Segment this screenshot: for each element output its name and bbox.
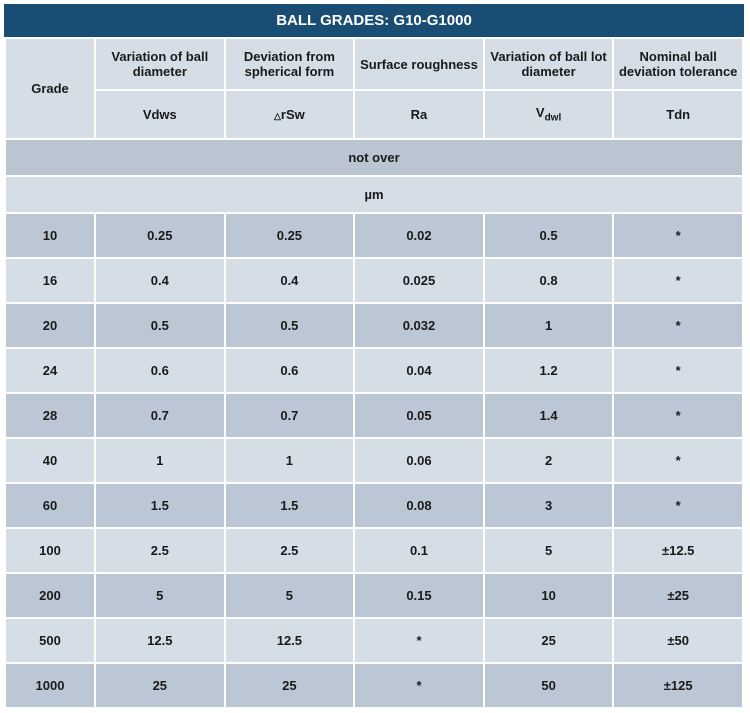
cell-value: ±125: [613, 663, 743, 708]
cell-value: 10: [484, 573, 614, 618]
cell-value: *: [613, 303, 743, 348]
cell-value: 0.5: [225, 303, 355, 348]
cell-value: 1.5: [95, 483, 225, 528]
cell-value: 0.8: [484, 258, 614, 303]
cell-value: 1: [95, 438, 225, 483]
cell-value: 2: [484, 438, 614, 483]
note-not-over: not over: [5, 139, 743, 176]
table-row: 280.70.70.051.4*: [5, 393, 743, 438]
cell-grade: 1000: [5, 663, 95, 708]
cell-value: *: [354, 618, 484, 663]
cell-value: 0.05: [354, 393, 484, 438]
cell-value: ±12.5: [613, 528, 743, 573]
data-table: Grade Variation of ball diameter Deviati…: [4, 37, 744, 709]
table-row: 200.50.50.0321*: [5, 303, 743, 348]
table-row: 10002525*50±125: [5, 663, 743, 708]
header-deviation-spherical: Deviation from spherical form: [225, 38, 355, 90]
table-header: Grade Variation of ball diameter Deviati…: [5, 38, 743, 213]
table-row: 1002.52.50.15±12.5: [5, 528, 743, 573]
cell-value: 0.025: [354, 258, 484, 303]
cell-value: ±50: [613, 618, 743, 663]
cell-grade: 20: [5, 303, 95, 348]
cell-value: 0.04: [354, 348, 484, 393]
cell-value: 0.08: [354, 483, 484, 528]
ball-grades-table: BALL GRADES: G10-G1000 Grade Variation o…: [4, 4, 744, 709]
cell-value: 5: [484, 528, 614, 573]
cell-value: 25: [225, 663, 355, 708]
cell-value: 0.5: [95, 303, 225, 348]
cell-value: 1: [484, 303, 614, 348]
cell-value: 25: [95, 663, 225, 708]
cell-value: *: [613, 438, 743, 483]
table-body: 100.250.250.020.5*160.40.40.0250.8*200.5…: [5, 213, 743, 708]
cell-value: *: [613, 213, 743, 258]
cell-value: *: [613, 258, 743, 303]
cell-grade: 100: [5, 528, 95, 573]
header-variation-diameter: Variation of ball diameter: [95, 38, 225, 90]
symbol-rsw: △rSw: [225, 90, 355, 139]
cell-value: 0.06: [354, 438, 484, 483]
table-row: 100.250.250.020.5*: [5, 213, 743, 258]
cell-grade: 500: [5, 618, 95, 663]
cell-value: 2.5: [95, 528, 225, 573]
unit-label: µm: [5, 176, 743, 213]
cell-value: 0.4: [95, 258, 225, 303]
table-row: 50012.512.5*25±50: [5, 618, 743, 663]
cell-grade: 24: [5, 348, 95, 393]
cell-value: 12.5: [95, 618, 225, 663]
table-row: 160.40.40.0250.8*: [5, 258, 743, 303]
header-nominal-deviation: Nominal ball deviation tolerance: [613, 38, 743, 90]
cell-value: 1.5: [225, 483, 355, 528]
cell-value: 1.2: [484, 348, 614, 393]
cell-value: *: [613, 393, 743, 438]
symbol-ra: Ra: [354, 90, 484, 139]
table-title: BALL GRADES: G10-G1000: [4, 4, 744, 37]
cell-value: 5: [95, 573, 225, 618]
cell-value: 5: [225, 573, 355, 618]
cell-value: *: [354, 663, 484, 708]
cell-value: 0.6: [225, 348, 355, 393]
table-row: 200550.1510±25: [5, 573, 743, 618]
cell-value: 0.1: [354, 528, 484, 573]
cell-value: ±25: [613, 573, 743, 618]
cell-value: 0.25: [95, 213, 225, 258]
cell-grade: 10: [5, 213, 95, 258]
table-row: 40110.062*: [5, 438, 743, 483]
symbol-vdwl: Vdwl: [484, 90, 614, 139]
cell-value: 0.25: [225, 213, 355, 258]
cell-value: 1.4: [484, 393, 614, 438]
cell-value: 0.4: [225, 258, 355, 303]
table-row: 240.60.60.041.2*: [5, 348, 743, 393]
cell-grade: 28: [5, 393, 95, 438]
cell-value: 0.02: [354, 213, 484, 258]
cell-value: 2.5: [225, 528, 355, 573]
symbol-vdws: Vdws: [95, 90, 225, 139]
cell-grade: 60: [5, 483, 95, 528]
cell-value: 25: [484, 618, 614, 663]
header-surface-roughness: Surface roughness: [354, 38, 484, 90]
cell-value: 0.032: [354, 303, 484, 348]
table-row: 601.51.50.083*: [5, 483, 743, 528]
cell-value: 0.15: [354, 573, 484, 618]
cell-grade: 16: [5, 258, 95, 303]
cell-value: 0.7: [225, 393, 355, 438]
cell-value: 50: [484, 663, 614, 708]
header-variation-lot: Variation of ball lot diameter: [484, 38, 614, 90]
cell-value: 1: [225, 438, 355, 483]
header-grade: Grade: [5, 38, 95, 139]
cell-value: 0.5: [484, 213, 614, 258]
cell-grade: 200: [5, 573, 95, 618]
cell-value: 0.7: [95, 393, 225, 438]
cell-value: 0.6: [95, 348, 225, 393]
cell-value: *: [613, 483, 743, 528]
cell-value: *: [613, 348, 743, 393]
symbol-tdn: Tdn: [613, 90, 743, 139]
cell-value: 3: [484, 483, 614, 528]
cell-value: 12.5: [225, 618, 355, 663]
cell-grade: 40: [5, 438, 95, 483]
